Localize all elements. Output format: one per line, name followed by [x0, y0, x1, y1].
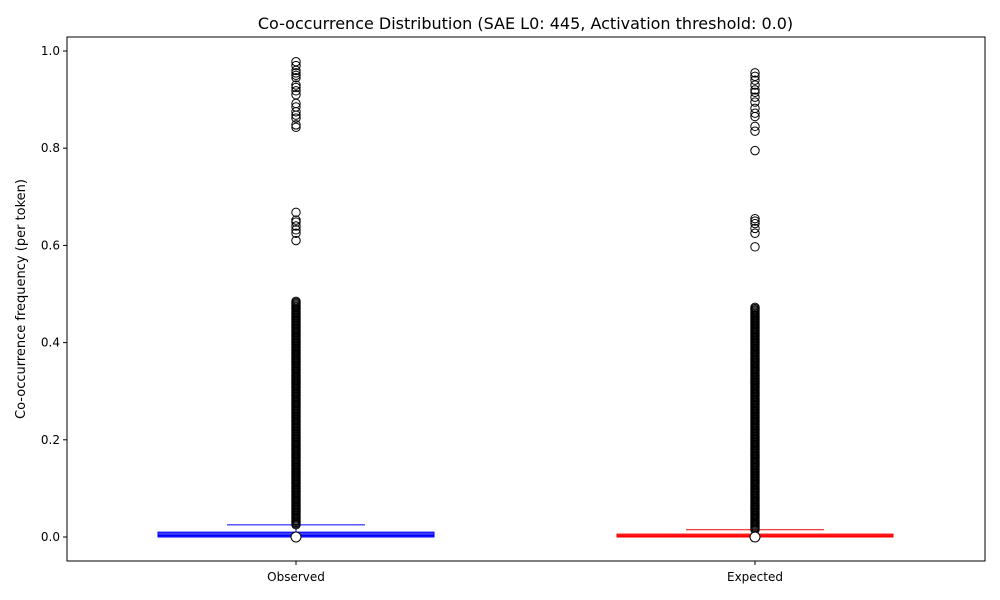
zero-marker — [749, 531, 761, 543]
outlier-point — [750, 87, 760, 98]
outlier-point — [750, 213, 760, 224]
outlier-point — [291, 207, 301, 218]
outlier-point — [291, 225, 301, 235]
outlier-point — [291, 215, 301, 225]
outlier-point — [291, 228, 301, 238]
outlier-point — [291, 68, 301, 78]
outlier-point — [750, 85, 760, 95]
outlier-point — [750, 121, 760, 132]
outlier-point — [750, 216, 760, 226]
chart-title: Co-occurrence Distribution (SAE L0: 445,… — [258, 14, 793, 33]
box-group-observed — [157, 56, 435, 543]
outlier-point — [750, 108, 760, 118]
outlier-point — [291, 221, 301, 231]
outlier-point — [291, 80, 301, 90]
outlier-point — [750, 145, 760, 156]
outlier-point — [291, 86, 301, 96]
outlier-point — [750, 223, 760, 234]
outlier-point — [750, 242, 760, 252]
y-axis-label: Co-occurrence frequency (per token) — [14, 179, 29, 419]
box-group-expected — [616, 68, 894, 543]
outlier-point — [291, 56, 301, 67]
outlier-point — [291, 122, 301, 133]
y-tick-label: 0.0 — [41, 530, 60, 544]
outlier-point — [750, 97, 760, 107]
x-tick-label: Expected — [727, 570, 783, 584]
outlier-point — [291, 113, 301, 123]
y-axis: 0.0 0.2 0.4 0.6 0.8 1.0 — [41, 44, 67, 544]
y-tick-label: 0.4 — [41, 336, 60, 350]
outlier-point — [291, 235, 301, 246]
y-tick-label: 0.6 — [41, 238, 60, 252]
outlier-point — [291, 296, 301, 306]
y-tick-label: 0.2 — [41, 433, 60, 447]
plot-frame — [66, 36, 986, 562]
outlier-point — [291, 73, 301, 83]
outlier-point — [291, 82, 301, 93]
outlier-point — [291, 60, 301, 71]
outlier-point — [750, 302, 760, 313]
y-tick-label: 0.8 — [41, 141, 60, 155]
outlier-point — [750, 218, 760, 229]
outlier-point — [750, 126, 760, 136]
outlier-point — [291, 90, 301, 100]
x-axis: Observed Expected — [267, 561, 783, 584]
zero-marker — [290, 531, 302, 543]
y-tick-label: 1.0 — [41, 44, 60, 58]
outlier-point — [291, 120, 301, 130]
outlier-point — [291, 70, 301, 81]
outlier-point — [750, 92, 760, 102]
outlier-point — [750, 68, 760, 78]
outlier-point — [750, 71, 760, 81]
outlier-point — [750, 75, 760, 85]
plot-marks — [157, 56, 894, 543]
outlier-point — [291, 102, 301, 112]
outlier-point — [750, 228, 760, 238]
outlier-point — [750, 103, 760, 114]
x-tick-label: Observed — [267, 570, 325, 584]
